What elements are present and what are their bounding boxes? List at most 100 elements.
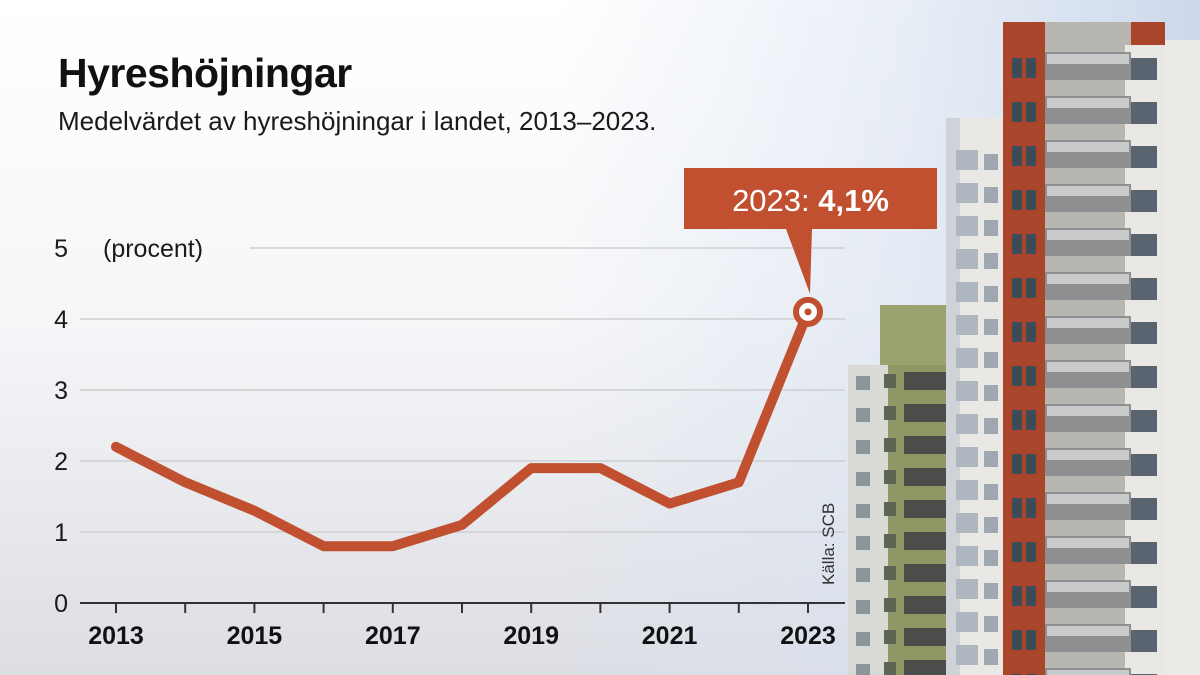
window — [1026, 542, 1036, 562]
y-tick-label: 3 — [54, 377, 68, 405]
window — [1026, 102, 1036, 122]
balcony-glass — [1047, 54, 1129, 64]
window — [856, 504, 870, 518]
window — [1131, 102, 1157, 124]
window — [884, 662, 896, 675]
balcony-glass — [1047, 670, 1129, 675]
annotation-callout: 2023: 4,1% — [684, 168, 937, 327]
window — [956, 480, 978, 500]
window — [984, 616, 998, 632]
window — [984, 286, 998, 302]
x-axis-ticks: 2013 2015 2017 2019 2021 2023 — [88, 603, 836, 650]
data-points — [115, 311, 809, 547]
window — [1012, 146, 1022, 166]
balcony-glass — [1047, 142, 1129, 152]
window — [1012, 498, 1022, 518]
window — [956, 183, 978, 203]
window — [1012, 234, 1022, 254]
window — [956, 249, 978, 269]
window — [856, 440, 870, 454]
window — [984, 352, 998, 368]
window — [1131, 278, 1157, 300]
balcony — [904, 596, 950, 614]
y-tick-label: 1 — [54, 519, 68, 547]
window — [1026, 234, 1036, 254]
window — [984, 220, 998, 236]
balcony — [904, 564, 950, 582]
window — [984, 187, 998, 203]
x-tick-label: 2013 — [88, 622, 144, 650]
series-line — [111, 306, 813, 552]
window — [884, 470, 896, 484]
window — [1026, 410, 1036, 430]
y-axis-unit-label: (procent) — [103, 235, 203, 263]
window — [984, 385, 998, 401]
y-tick-label: 0 — [54, 590, 68, 618]
window — [956, 381, 978, 401]
balcony-glass — [1047, 362, 1129, 372]
window — [956, 612, 978, 632]
window — [1131, 58, 1157, 80]
building-right-edge — [1162, 40, 1200, 675]
window — [956, 150, 978, 170]
balcony — [904, 660, 950, 675]
callout-box — [684, 168, 937, 294]
window — [1012, 366, 1022, 386]
window — [956, 645, 978, 665]
window — [984, 253, 998, 269]
window — [856, 472, 870, 486]
window — [956, 447, 978, 467]
x-tick-label: 2021 — [642, 622, 698, 650]
window — [1012, 190, 1022, 210]
balcony-glass — [1047, 230, 1129, 240]
gridlines — [80, 247, 845, 533]
window — [884, 374, 896, 388]
window — [984, 484, 998, 500]
window — [1026, 190, 1036, 210]
window — [856, 536, 870, 550]
window — [1012, 586, 1022, 606]
window — [1026, 58, 1036, 78]
balcony-glass — [1047, 406, 1129, 416]
balcony-glass — [1047, 274, 1129, 284]
window — [856, 600, 870, 614]
window — [1131, 234, 1157, 256]
balcony — [904, 532, 950, 550]
x-tick-label: 2019 — [503, 622, 559, 650]
window — [1012, 58, 1022, 78]
y-tick-label: 4 — [54, 306, 68, 334]
window — [1026, 454, 1036, 474]
window — [1026, 498, 1036, 518]
window — [956, 513, 978, 533]
window — [984, 418, 998, 434]
window — [956, 216, 978, 236]
window — [956, 579, 978, 599]
balcony-glass — [1047, 582, 1129, 592]
x-tick-label: 2017 — [365, 622, 421, 650]
window — [1026, 278, 1036, 298]
window — [856, 568, 870, 582]
window — [884, 566, 896, 580]
balcony — [904, 500, 950, 518]
window — [1012, 410, 1022, 430]
window — [956, 414, 978, 434]
window — [1026, 586, 1036, 606]
balcony-glass — [1047, 538, 1129, 548]
balcony — [904, 628, 950, 646]
window — [984, 517, 998, 533]
window — [884, 438, 896, 452]
window — [984, 451, 998, 467]
x-tick-label: 2015 — [227, 622, 283, 650]
balcony — [904, 372, 950, 390]
source-label: Källa: SCB — [819, 503, 838, 585]
window — [1131, 366, 1157, 388]
window — [856, 408, 870, 422]
window — [984, 649, 998, 665]
window — [856, 664, 870, 675]
window — [1131, 542, 1157, 564]
balcony-glass — [1047, 494, 1129, 504]
window — [956, 282, 978, 302]
window — [884, 598, 896, 612]
window — [1026, 146, 1036, 166]
